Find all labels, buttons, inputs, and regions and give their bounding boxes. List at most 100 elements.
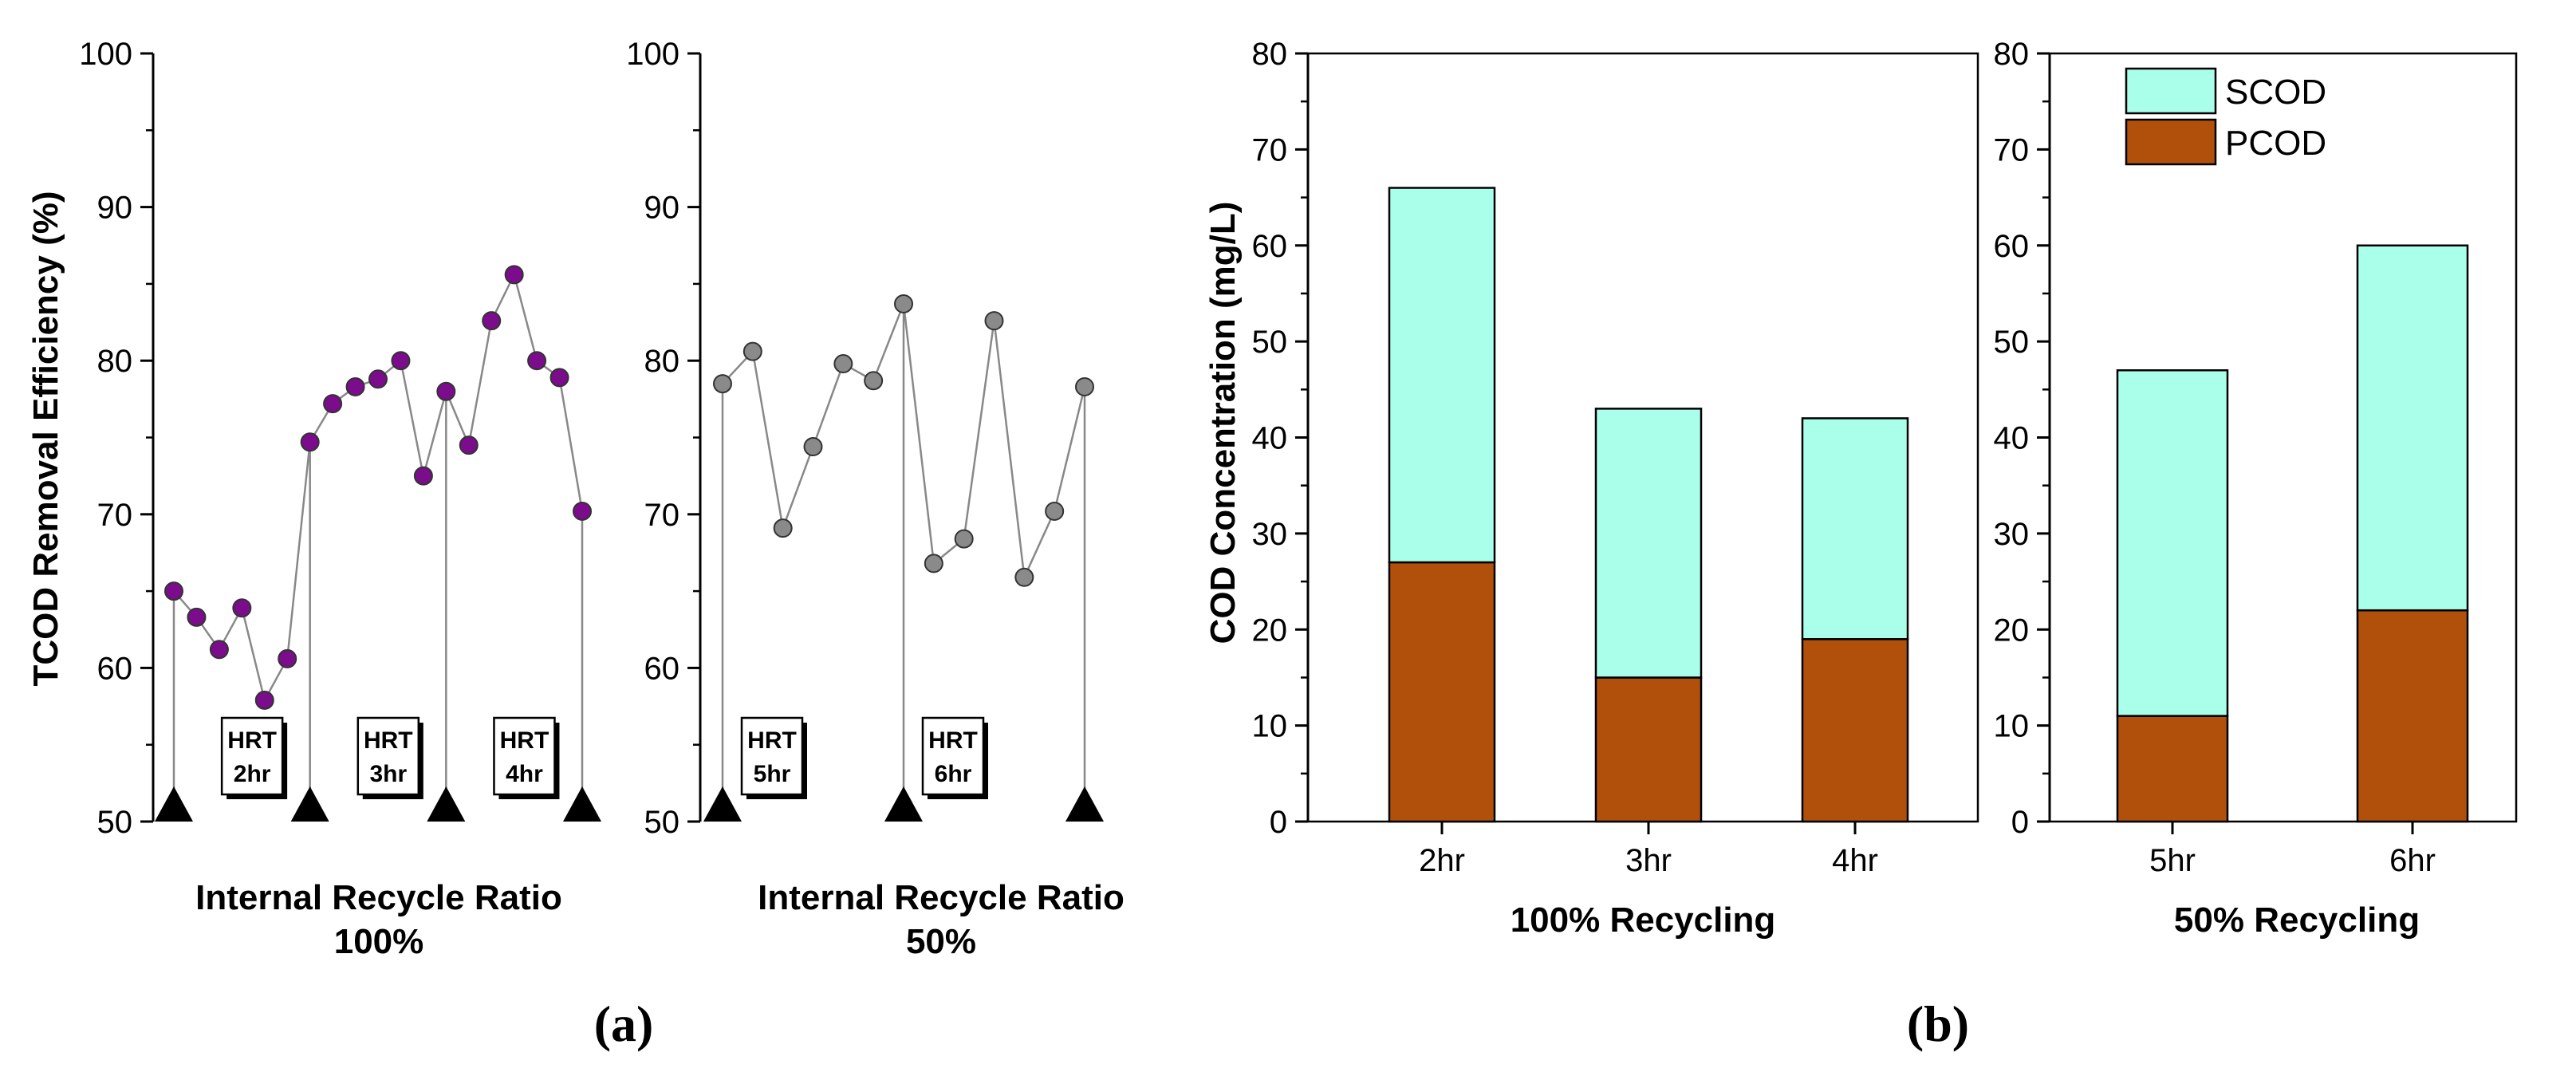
y-tick-label: 70 xyxy=(1994,132,2030,168)
chart-a-left: TCOD Removal Efficiency (%) Internal Rec… xyxy=(26,37,601,961)
hrt-label-box: HRT 5hr xyxy=(740,716,807,799)
y-tick-label: 80 xyxy=(1994,37,2030,72)
x-axis-title-line1: Internal Recycle Ratio xyxy=(758,878,1125,917)
x-tick-label: 5hr xyxy=(2149,843,2196,878)
divider-triangle xyxy=(703,786,742,822)
data-point xyxy=(164,581,183,601)
legend-label-scod: SCOD xyxy=(2225,73,2326,112)
data-point xyxy=(482,311,502,331)
x-axis-title-line1: Internal Recycle Ratio xyxy=(195,878,562,917)
data-point xyxy=(1014,567,1034,587)
hrt-label-line1: HRT xyxy=(227,727,277,754)
hrt-box xyxy=(356,716,420,796)
hrt-label-box: HRT 2hr xyxy=(220,716,288,799)
y-tick-label: 50 xyxy=(644,805,680,840)
data-point xyxy=(391,351,411,371)
chart-a-right: Internal Recycle Ratio 50% 50 60 70 80 90 100… xyxy=(626,37,1125,961)
hrt-label-line2: 2hr xyxy=(234,761,271,787)
x-axis-title-line2: 100% xyxy=(334,922,424,961)
y-tick-label: 20 xyxy=(1994,613,2030,648)
y-tick-label: 100 xyxy=(79,37,132,72)
data-point xyxy=(924,554,943,573)
hrt-label-line1: HRT xyxy=(928,727,978,754)
series-line xyxy=(173,271,584,704)
hrt-label-line2: 6hr xyxy=(935,761,972,787)
divider-triangle xyxy=(884,786,923,822)
legend: SCOD PCOD xyxy=(2125,67,2326,166)
x-tick-label: 3hr xyxy=(1625,843,1672,878)
y-tick-label: 10 xyxy=(1994,709,2030,744)
data-point xyxy=(549,368,569,388)
y-tick-label: 80 xyxy=(644,344,680,379)
y-tick-label: 60 xyxy=(644,651,680,686)
y-tick-label: 0 xyxy=(1270,805,1287,840)
panel-label-a: (a) xyxy=(594,995,654,1052)
x-axis-title-line2: 50% xyxy=(906,922,976,961)
y-tick-label: 70 xyxy=(1252,132,1288,168)
data-point xyxy=(504,265,524,285)
y-tick-label: 50 xyxy=(1994,325,2030,360)
data-point xyxy=(527,351,547,371)
legend-swatch-scod xyxy=(2125,67,2217,115)
y-tick-label: 50 xyxy=(1252,325,1288,360)
x-tick-label: 4hr xyxy=(1832,843,1878,878)
hrt-box xyxy=(740,716,804,796)
y-tick-label: 90 xyxy=(644,191,680,226)
y-tick-label: 80 xyxy=(97,344,133,379)
data-point xyxy=(984,311,1004,331)
hrt-label-line2: 4hr xyxy=(506,761,543,787)
data-point xyxy=(1045,501,1065,521)
y-axis-title: TCOD Removal Efficiency (%) xyxy=(26,191,65,686)
y-tick-label: 70 xyxy=(97,498,133,533)
data-point xyxy=(713,374,732,394)
y-tick-label: 50 xyxy=(97,805,133,840)
data-point xyxy=(894,294,913,313)
bar-pcod xyxy=(1801,638,1909,823)
hrt-label-line1: HRT xyxy=(500,727,549,754)
hrt-box xyxy=(220,716,284,796)
x-axis-title: 50% Recycling xyxy=(2174,901,2420,940)
hrt-label-line1: HRT xyxy=(364,727,413,754)
y-tick-label: 40 xyxy=(1994,421,2030,456)
hrt-label-line2: 3hr xyxy=(369,761,407,787)
y-tick-label: 10 xyxy=(1252,709,1288,744)
y-axis-title: COD Concentration (mg/L) xyxy=(1203,202,1243,644)
data-point xyxy=(1075,376,1094,396)
y-tick-label: 90 xyxy=(97,191,133,226)
bar-pcod xyxy=(2116,715,2229,823)
data-point xyxy=(803,437,823,457)
bar-pcod xyxy=(2356,609,2469,823)
y-tick-label: 0 xyxy=(2011,805,2029,840)
x-axis-title: 100% Recycling xyxy=(1511,901,1776,940)
legend-swatch-pcod xyxy=(2125,118,2217,166)
data-point xyxy=(254,690,274,710)
y-tick-label: 80 xyxy=(1252,37,1288,72)
bar-scod xyxy=(2116,368,2229,717)
bar-scod xyxy=(1388,187,1496,564)
hrt-box xyxy=(921,716,985,796)
bar-pcod xyxy=(1594,676,1703,823)
divider-triangle xyxy=(563,786,601,822)
y-tick-label: 70 xyxy=(644,498,680,533)
y-tick-label: 60 xyxy=(1252,229,1288,264)
panel-label-b: (b) xyxy=(1907,995,1969,1052)
data-point xyxy=(742,341,762,361)
data-point xyxy=(954,529,974,549)
y-tick-label: 40 xyxy=(1252,421,1288,456)
data-point xyxy=(187,607,207,627)
bar-scod xyxy=(2356,244,2469,612)
data-point xyxy=(413,466,433,486)
data-point xyxy=(300,432,320,452)
y-tick-label: 60 xyxy=(1994,229,2030,264)
x-tick-label: 2hr xyxy=(1419,843,1465,878)
y-tick-label: 100 xyxy=(626,37,679,72)
data-point xyxy=(773,518,793,538)
data-point xyxy=(368,369,388,389)
data-point xyxy=(209,640,229,660)
y-tick-label: 30 xyxy=(1252,517,1288,552)
chart-b-right: 50% Recycling SCOD PCOD 0 10 20 30 40 50 60 70 8… xyxy=(1994,37,2518,940)
divider-triangle xyxy=(1065,786,1104,822)
hrt-box xyxy=(493,716,556,796)
data-point xyxy=(232,598,252,618)
